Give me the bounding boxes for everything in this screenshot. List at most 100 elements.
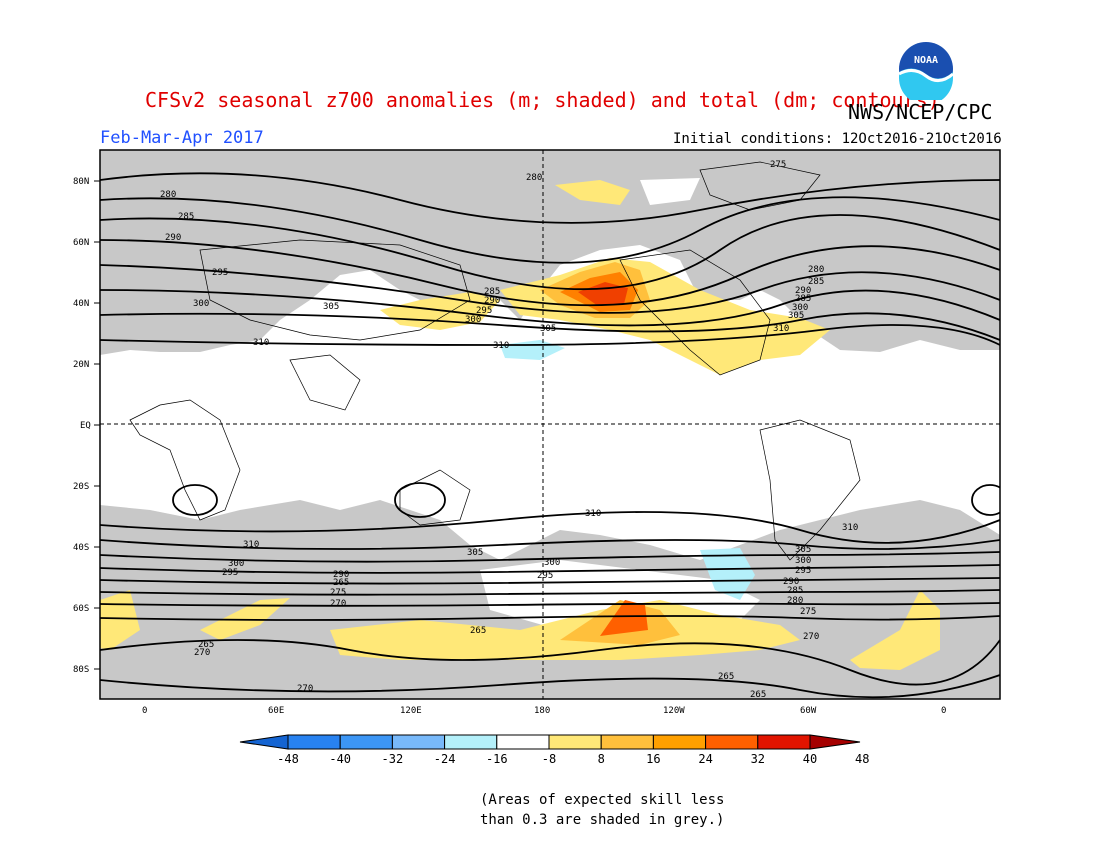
contour-label-group: 275 280 280 285 290 295 300 305 310 310 … bbox=[160, 160, 858, 700]
contour-label: 280 bbox=[160, 190, 176, 200]
contour-label: 295 bbox=[222, 568, 238, 578]
contour-label: 280 bbox=[787, 596, 803, 606]
contour-label: 300 bbox=[465, 315, 481, 325]
colorbar-arrow-high bbox=[809, 734, 861, 750]
colorbar-segment bbox=[548, 734, 602, 750]
colorbar-segment bbox=[287, 734, 341, 750]
lon-label: 180 bbox=[534, 706, 550, 716]
contour-label: 300 bbox=[228, 559, 244, 569]
contour-label: 310 bbox=[243, 540, 259, 550]
contour-label: 305 bbox=[788, 311, 804, 321]
footnote-line-1: (Areas of expected skill less bbox=[480, 792, 725, 808]
lat-label: 20S bbox=[73, 482, 89, 492]
anomaly-yellow-southwest bbox=[100, 590, 940, 670]
contour-label: 280 bbox=[526, 173, 542, 183]
organization-label: NWS/NCEP/CPC bbox=[848, 100, 993, 124]
lon-label: 60W bbox=[800, 706, 817, 716]
colorbar-tick-label: 24 bbox=[698, 752, 712, 766]
initial-conditions: Initial conditions: 12Oct2016-21Oct2016 bbox=[673, 131, 1002, 147]
contour-label: 310 bbox=[773, 324, 789, 334]
contour-label: 285 bbox=[787, 586, 803, 596]
contour-label: 300 bbox=[544, 558, 560, 568]
lat-label: 60N bbox=[73, 238, 89, 248]
contour-label: 290 bbox=[795, 286, 811, 296]
chart-title: CFSv2 seasonal z700 anomalies (m; shaded… bbox=[145, 88, 940, 112]
colorbar-tick-label: 16 bbox=[646, 752, 660, 766]
contour-label: 305 bbox=[467, 548, 483, 558]
contour-label: 305 bbox=[795, 545, 811, 555]
contour-label: 300 bbox=[795, 556, 811, 566]
longitude-labels: 0 60E 120E 180 120W 60W 0 bbox=[142, 706, 946, 716]
contour-label: 300 bbox=[792, 303, 808, 313]
lon-label: 120W bbox=[663, 706, 685, 716]
lat-label: 40N bbox=[73, 299, 89, 309]
contour-label: 295 bbox=[476, 306, 492, 316]
colorbar-segment bbox=[444, 734, 498, 750]
lat-label: EQ bbox=[80, 421, 91, 431]
low-skill-region-north bbox=[100, 150, 1000, 355]
colorbar-tick-label: -16 bbox=[486, 752, 508, 766]
contour-label: 265 bbox=[470, 626, 486, 636]
contour-label: 275 bbox=[330, 588, 346, 598]
lat-label: 80S bbox=[73, 665, 89, 675]
colorbar-segment bbox=[391, 734, 446, 750]
colorbar-tick-label: -48 bbox=[277, 752, 299, 766]
contour-label: 310 bbox=[253, 338, 269, 348]
contour-label: 270 bbox=[297, 684, 313, 694]
forecast-period: Feb-Mar-Apr 2017 bbox=[100, 128, 264, 148]
contour-label: 285 bbox=[484, 287, 500, 297]
height-contours bbox=[100, 172, 1000, 699]
skill-hole-arctic bbox=[640, 178, 700, 205]
lat-label: 60S bbox=[73, 604, 89, 614]
colorbar-segment bbox=[496, 734, 550, 750]
contour-label: 310 bbox=[842, 523, 858, 533]
contour-label: 270 bbox=[330, 599, 346, 609]
contour-label: 300 bbox=[193, 299, 209, 309]
anomaly-lightblue-south bbox=[700, 548, 755, 600]
colorbar-tick-label: -32 bbox=[382, 752, 404, 766]
latitude-labels: 80N 60N 40N 20N EQ 20S 40S 60S 80S bbox=[73, 177, 91, 675]
contour-label: 310 bbox=[493, 341, 509, 351]
contour-label: 265 bbox=[718, 672, 734, 682]
contour-label: 275 bbox=[800, 607, 816, 617]
colorbar-arrow-low bbox=[239, 734, 289, 750]
anomaly-yellow-arctic bbox=[555, 180, 630, 205]
contour-label: 275 bbox=[770, 160, 786, 170]
contour-label: 310 bbox=[585, 509, 601, 519]
lat-label: 80N bbox=[73, 177, 89, 187]
contour-label: 270 bbox=[803, 632, 819, 642]
contour-label: 295 bbox=[795, 566, 811, 576]
lon-label: 60E bbox=[268, 706, 284, 716]
contour-label: 265 bbox=[333, 578, 349, 588]
colorbar-segment bbox=[600, 734, 654, 750]
contour-label: 290 bbox=[333, 570, 349, 580]
logo-text: NOAA bbox=[914, 55, 938, 66]
colorbar-tick-label: 8 bbox=[598, 752, 605, 766]
contour-label: 280 bbox=[808, 265, 824, 275]
footnote: (Areas of expected skill less than 0.3 a… bbox=[480, 790, 724, 830]
colorbar-tick-label: -8 bbox=[542, 752, 556, 766]
contour-label: 290 bbox=[165, 233, 181, 243]
colorbar-tick-label: -40 bbox=[329, 752, 351, 766]
colorbar-segment bbox=[757, 734, 811, 750]
contour-label: 270 bbox=[194, 648, 210, 658]
colorbar-tick-label: 32 bbox=[751, 752, 765, 766]
contour-label: 285 bbox=[795, 294, 811, 304]
contour-label: 305 bbox=[540, 324, 556, 334]
contour-label: 295 bbox=[212, 268, 228, 278]
contour-label: 265 bbox=[198, 640, 214, 650]
contour-label: 290 bbox=[783, 577, 799, 587]
footnote-line-2: than 0.3 are shaded in grey.) bbox=[480, 812, 725, 828]
contour-label: 295 bbox=[537, 571, 553, 581]
contour-label: 285 bbox=[808, 277, 824, 287]
contour-label: 285 bbox=[178, 212, 194, 222]
colorbar-segment bbox=[339, 734, 393, 750]
colorbar-tick-label: -24 bbox=[434, 752, 456, 766]
anomaly-red-southern bbox=[600, 600, 648, 636]
lat-label: 40S bbox=[73, 543, 89, 553]
colorbar-tick-label: 40 bbox=[803, 752, 817, 766]
noaa-logo-icon: NOAA bbox=[896, 39, 956, 100]
lon-label: 120E bbox=[400, 706, 422, 716]
lon-label: 0 bbox=[142, 706, 147, 716]
